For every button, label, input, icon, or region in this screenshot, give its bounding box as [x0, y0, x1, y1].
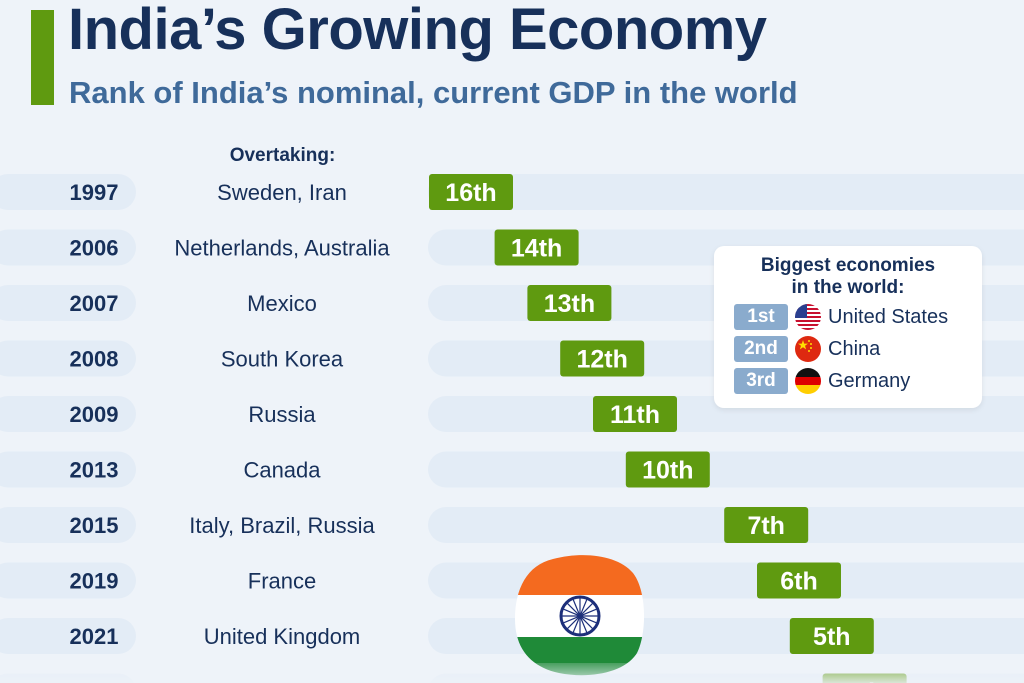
- rank-row-track: [428, 451, 1024, 488]
- overtaken-countries-label: Mexico: [247, 291, 317, 316]
- rank-badge-label: 6th: [780, 568, 818, 596]
- rank-badge-label: 10th: [642, 457, 693, 485]
- year-label: 2008: [70, 347, 119, 372]
- overtaken-countries-label: France: [248, 569, 316, 594]
- legend-country: United States: [828, 305, 949, 328]
- legend-country: Germany: [828, 369, 911, 392]
- year-label: 2019: [70, 569, 119, 594]
- rank-badge-label: 16th: [445, 179, 496, 207]
- rank-badge: [560, 340, 645, 377]
- rank-badge: [625, 451, 710, 488]
- year-row-background: [0, 285, 136, 321]
- rank-badge-label: 13th: [544, 290, 595, 318]
- rank-badge-label: 7th: [747, 512, 785, 540]
- legend-rank-badge: 3rd: [734, 368, 788, 394]
- china-flag-icon: [795, 336, 821, 362]
- rank-badge-label: 5th: [813, 623, 851, 651]
- rank-badge-label: 11th: [610, 401, 660, 429]
- overtaken-countries-label: South Korea: [221, 347, 344, 372]
- rank-badge: [593, 396, 677, 432]
- legend-rank-badge: 2nd: [734, 336, 788, 362]
- year-label: 2006: [70, 236, 119, 261]
- year-row-background: [0, 507, 136, 543]
- year-row-background: [0, 229, 136, 266]
- year-label: 2007: [70, 291, 119, 316]
- overtaken-countries-label: Netherlands, Australia: [174, 236, 390, 261]
- legend-rank-badge: 1st: [734, 304, 788, 330]
- legend-country: China: [828, 337, 881, 360]
- year-row-background: [0, 340, 136, 377]
- bottom-fade: [0, 663, 1024, 683]
- rank-badge: [494, 229, 579, 266]
- rank-badge-label: 14th: [511, 235, 562, 263]
- overtaken-countries-label: Italy, Brazil, Russia: [189, 513, 375, 538]
- overtaken-countries-label: Canada: [243, 458, 321, 483]
- rank-badge-label: 12th: [576, 346, 627, 374]
- rank-badge: [757, 562, 841, 599]
- rank-badge: [724, 507, 809, 543]
- title-accent-bar: [31, 10, 54, 105]
- overtaken-countries-label: Sweden, Iran: [217, 180, 347, 205]
- legend-row-2nd: 2nd China: [734, 336, 880, 362]
- rank-row-track: [428, 174, 1024, 210]
- year-label: 2009: [70, 402, 119, 427]
- rank-badge: [789, 618, 874, 654]
- year-row-background: [0, 562, 136, 599]
- year-label: 1997: [70, 180, 119, 205]
- year-label: 2015: [70, 513, 119, 538]
- legend-title-line2: in the world:: [791, 277, 905, 298]
- year-row-background: [0, 396, 136, 432]
- year-label: 2013: [70, 458, 119, 483]
- legend-title: Biggest economies in the world:: [714, 255, 982, 299]
- legend-row-3rd: 3rd Germany: [734, 368, 910, 394]
- year-label: 2021: [70, 624, 119, 649]
- us-flag-icon: [795, 304, 821, 330]
- rank-badge: [429, 174, 513, 210]
- overtaken-countries-label: United Kingdom: [204, 624, 361, 649]
- legend-title-line1: Biggest economies: [760, 255, 936, 276]
- overtaken-countries-label: Russia: [248, 402, 316, 427]
- chart-subtitle: Rank of India’s nominal, current GDP in …: [69, 75, 798, 110]
- year-row-background: [0, 618, 136, 654]
- legend-row-1st: 1st United States: [734, 304, 948, 330]
- chart-title: India’s Growing Economy: [68, 0, 767, 62]
- year-row-background: [0, 174, 136, 210]
- germany-flag-icon: [795, 368, 821, 394]
- india-flag-icon: [515, 555, 645, 676]
- year-row-background: [0, 451, 136, 488]
- overtaking-column-header: Overtaking:: [229, 145, 336, 166]
- rank-badge: [527, 285, 612, 321]
- legend-box: Biggest economies in the world: 1st Unit…: [714, 246, 982, 408]
